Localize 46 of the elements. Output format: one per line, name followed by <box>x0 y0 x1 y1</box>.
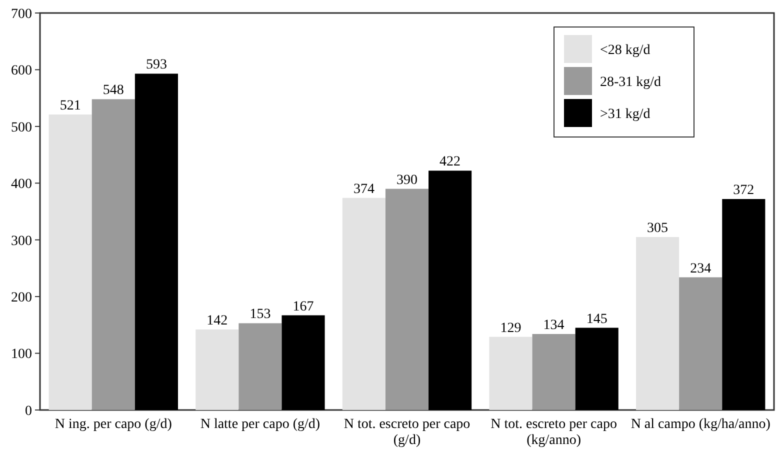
data-label: 593 <box>146 58 167 73</box>
data-label: 134 <box>543 318 564 334</box>
bar <box>196 329 239 410</box>
bar <box>342 198 386 410</box>
bar <box>238 323 282 410</box>
bar <box>282 315 325 410</box>
y-tick-label: 600 <box>11 64 32 79</box>
data-label: 521 <box>60 98 81 114</box>
y-tick-label: 700 <box>11 6 32 22</box>
bar <box>532 334 576 410</box>
bar <box>385 188 429 410</box>
bar <box>679 277 722 410</box>
legend-label: 28-31 kg/d <box>600 74 662 90</box>
data-label: 390 <box>396 172 418 188</box>
y-tick-label: 300 <box>11 234 32 249</box>
data-label: 422 <box>440 154 461 170</box>
data-label: 234 <box>690 261 712 276</box>
y-tick-label: 200 <box>11 290 32 306</box>
x-tick-label: N latte per capo (g/d) <box>200 417 320 432</box>
x-tick-label: N al campo (kg/ha/anno) <box>630 417 771 432</box>
bar <box>636 237 680 410</box>
bar <box>48 114 92 410</box>
data-label: 372 <box>733 183 754 198</box>
legend-label: <28 kg/d <box>600 42 650 58</box>
data-label: 167 <box>292 299 314 314</box>
y-tick-label: 400 <box>11 177 32 192</box>
data-label: 548 <box>102 83 124 98</box>
data-label: 305 <box>647 221 668 236</box>
y-tick-label: 100 <box>11 347 32 362</box>
y-tick-label: 0 <box>25 404 32 419</box>
bar <box>428 170 472 410</box>
data-label: 145 <box>586 312 608 327</box>
bar <box>575 328 618 410</box>
x-tick-label: N ing. per capo (g/d) <box>54 417 172 432</box>
x-tick-label: N tot. escreto per capo (kg/anno) <box>490 417 617 448</box>
data-label: 374 <box>353 182 374 197</box>
x-tick-label: N tot. escreto per capo (g/d) <box>344 417 470 448</box>
y-tick-label: 500 <box>11 120 32 136</box>
data-label: 142 <box>206 313 228 328</box>
legend-label: >31 kg/d <box>600 106 650 122</box>
bar <box>722 199 766 410</box>
bar <box>134 74 178 410</box>
data-label: 153 <box>250 307 271 322</box>
data-label: 129 <box>500 320 522 336</box>
bar <box>92 99 135 410</box>
bar <box>489 336 532 410</box>
